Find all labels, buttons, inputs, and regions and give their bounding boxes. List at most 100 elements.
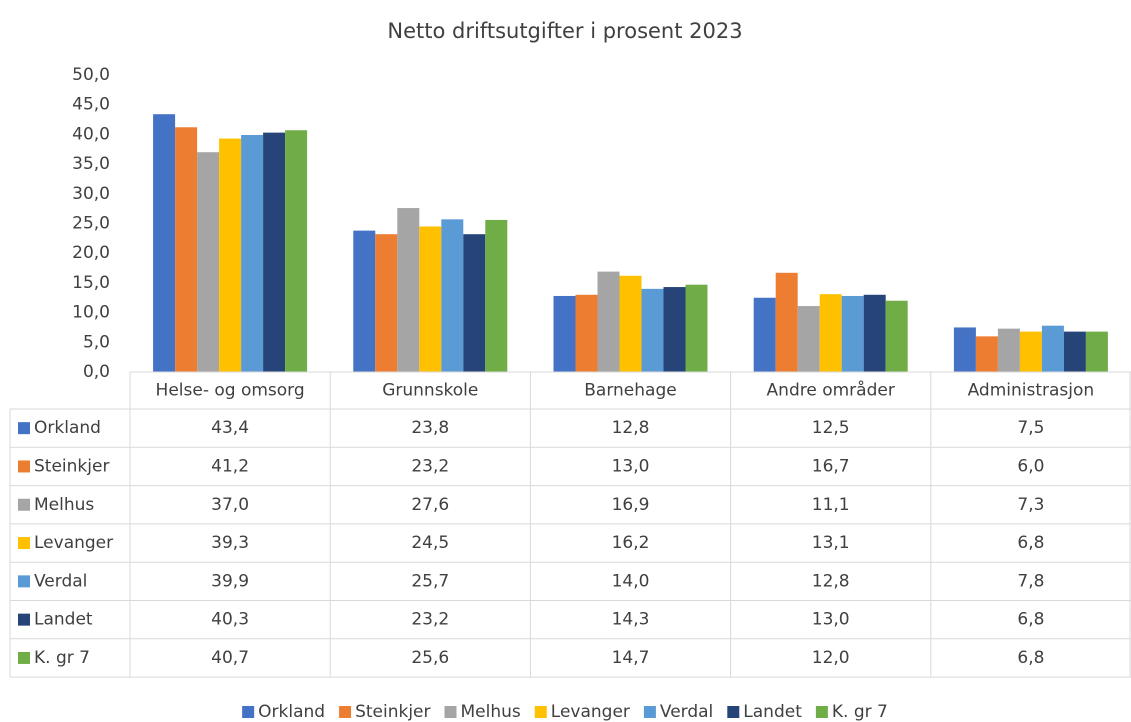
- y-tick-label: 25,0: [72, 214, 110, 234]
- bar: [419, 226, 442, 372]
- bar: [1041, 325, 1064, 372]
- table-row-label: Melhus: [34, 495, 94, 515]
- table-legend-key: [18, 537, 30, 550]
- legend-label: Landet: [743, 702, 802, 722]
- legend-key: [643, 706, 656, 718]
- table-cell: 16,2: [612, 533, 650, 553]
- bar: [575, 294, 598, 372]
- table-cell: 13,1: [812, 533, 850, 553]
- legend-key: [339, 706, 352, 718]
- y-tick-label: 10,0: [72, 303, 110, 323]
- y-tick-label: 30,0: [72, 184, 110, 204]
- bar: [441, 219, 464, 372]
- bar: [619, 275, 642, 372]
- bar: [485, 219, 508, 372]
- bar: [953, 327, 976, 372]
- legend-key: [444, 706, 457, 718]
- legend-label: K. gr 7: [832, 702, 888, 722]
- y-tick-label: 40,0: [72, 124, 110, 144]
- table-cell: 14,3: [612, 610, 650, 630]
- bar: [775, 272, 798, 372]
- y-tick-label: 35,0: [72, 154, 110, 174]
- bar: [641, 288, 664, 372]
- bar: [153, 114, 176, 372]
- table-legend-key: [18, 651, 30, 664]
- table-cell: 13,0: [612, 456, 650, 476]
- x-tick-label: Andre områder: [767, 380, 895, 401]
- bar: [841, 295, 864, 372]
- table-row-label: Orkland: [34, 418, 101, 438]
- legend-key: [727, 706, 740, 718]
- y-tick-label: 20,0: [72, 243, 110, 263]
- bar: [819, 294, 842, 372]
- bar: [553, 295, 576, 372]
- legend-label: Melhus: [461, 702, 521, 722]
- bar: [197, 152, 220, 372]
- table-cell: 7,5: [1017, 418, 1044, 438]
- table-cell: 43,4: [211, 418, 249, 438]
- bar: [885, 300, 908, 372]
- y-tick-label: 50,0: [72, 65, 110, 85]
- table-cell: 25,7: [411, 571, 449, 591]
- table-cell: 13,0: [812, 610, 850, 630]
- bar: [285, 130, 308, 372]
- table-cell: 25,6: [411, 648, 449, 668]
- y-tick-label: 0,0: [83, 362, 110, 382]
- x-tick-label: Administrasjon: [968, 381, 1095, 401]
- bar: [753, 297, 776, 372]
- table-cell: 11,1: [812, 495, 850, 515]
- bar: [463, 234, 486, 372]
- legend-label: Levanger: [551, 702, 630, 722]
- bar: [997, 328, 1020, 372]
- x-tick-label: Grunnskole: [382, 381, 478, 401]
- table-cell: 24,5: [411, 533, 449, 553]
- table-cell: 14,0: [612, 571, 650, 591]
- table-cell: 12,8: [812, 571, 850, 591]
- table-cell: 12,0: [812, 648, 850, 668]
- legend-label: Steinkjer: [355, 702, 430, 722]
- table-cell: 40,7: [211, 648, 249, 668]
- chart-title: Netto driftsutgifter i prosent 2023: [387, 19, 742, 43]
- bar: [397, 208, 420, 372]
- x-tick-label: Barnehage: [584, 381, 676, 401]
- table-cell: 23,8: [411, 418, 449, 438]
- bar: [263, 132, 286, 372]
- table-cell: 16,9: [612, 495, 650, 515]
- table-cell: 23,2: [411, 456, 449, 476]
- table-row-label: K. gr 7: [34, 648, 90, 668]
- bar: [375, 234, 398, 372]
- table-cell: 12,5: [812, 418, 850, 438]
- bar: [353, 230, 376, 372]
- x-tick-label: Helse- og omsorg: [156, 381, 305, 401]
- y-tick-label: 5,0: [83, 332, 110, 352]
- table-cell: 14,7: [612, 648, 650, 668]
- table-cell: 6,0: [1017, 456, 1044, 476]
- table-row-label: Steinkjer: [34, 456, 109, 476]
- table-legend-key: [18, 613, 30, 626]
- table-cell: 39,9: [211, 571, 249, 591]
- table-row-label: Levanger: [34, 533, 113, 553]
- bar: [1063, 331, 1086, 372]
- table-legend-key: [18, 422, 30, 435]
- table-cell: 40,3: [211, 610, 249, 630]
- legend-key: [242, 706, 255, 718]
- table-cell: 7,8: [1017, 571, 1044, 591]
- table-cell: 16,7: [812, 456, 850, 476]
- table-cell: 7,3: [1017, 495, 1044, 515]
- bar: [863, 294, 886, 372]
- bar: [1019, 331, 1042, 372]
- legend-key: [815, 706, 828, 718]
- table-cell: 39,3: [211, 533, 249, 553]
- table-cell: 6,8: [1017, 648, 1044, 668]
- table-cell: 12,8: [612, 418, 650, 438]
- legend-label: Orkland: [258, 702, 325, 722]
- bar: [597, 271, 620, 372]
- legend-key: [534, 706, 547, 718]
- bar: [175, 127, 198, 372]
- bar: [797, 306, 820, 372]
- table-cell: 37,0: [211, 495, 249, 515]
- table-cell: 27,6: [411, 495, 449, 515]
- legend-label: Verdal: [660, 702, 713, 722]
- y-tick-label: 15,0: [72, 273, 110, 293]
- table-cell: 6,8: [1017, 610, 1044, 630]
